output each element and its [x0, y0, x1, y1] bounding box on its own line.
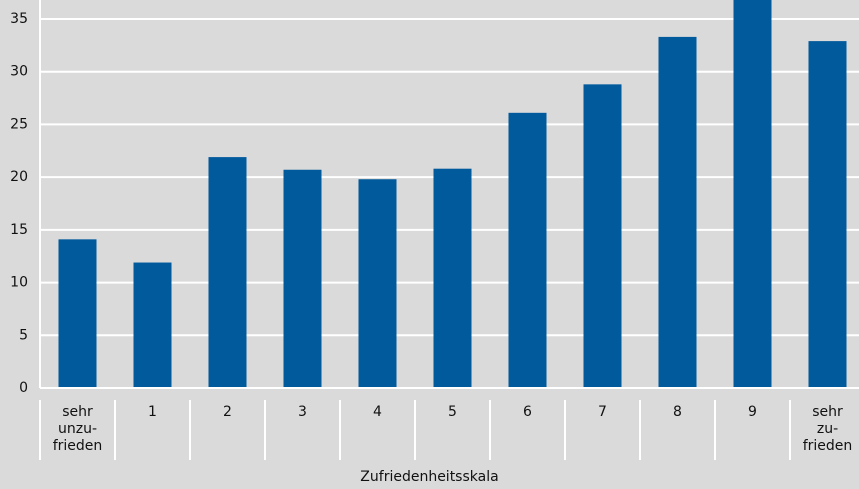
bar [358, 179, 397, 388]
y-tick-label: 0 [19, 380, 28, 396]
bar [133, 262, 172, 388]
bar [808, 41, 847, 388]
y-tick-label: 5 [19, 327, 28, 343]
bar [583, 84, 622, 388]
x-tick-label: sehr unzu- frieden [52, 404, 103, 454]
bar [283, 169, 322, 388]
x-tick-label: 3 [298, 404, 307, 420]
y-tick-label: 10 [10, 275, 28, 291]
x-tick-label: 1 [148, 404, 157, 420]
bar [208, 157, 247, 388]
x-tick-label: 2 [223, 404, 232, 420]
bar [58, 239, 97, 388]
y-tick-label: 30 [10, 64, 28, 80]
x-tick-label: 4 [373, 404, 382, 420]
x-tick-label: 7 [598, 404, 607, 420]
y-tick-label: 35 [10, 11, 28, 27]
x-tick-label: 8 [673, 404, 682, 420]
bar [433, 168, 472, 388]
y-tick-label: 25 [10, 116, 28, 132]
x-tick-label: 6 [523, 404, 532, 420]
x-tick-label: 5 [448, 404, 457, 420]
x-axis-title: Zufriedenheitsskala [360, 469, 499, 485]
bar [733, 0, 772, 389]
bar [508, 112, 547, 388]
y-tick-label: 15 [10, 222, 28, 238]
bar [658, 36, 697, 389]
y-tick-label: 20 [10, 169, 28, 185]
x-tick-label: sehr zu- frieden [802, 404, 853, 454]
x-tick-label: 9 [748, 404, 757, 420]
